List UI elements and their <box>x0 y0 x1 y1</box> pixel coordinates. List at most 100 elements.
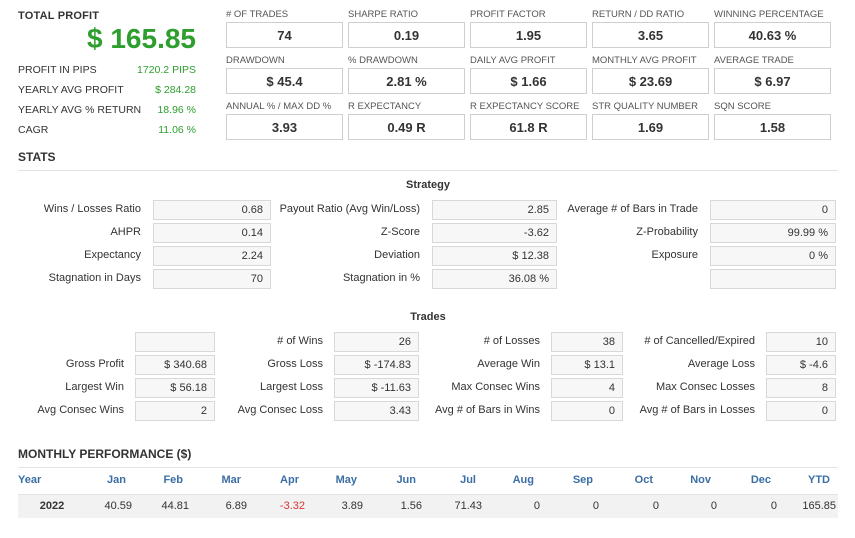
stat-value: 0.68 <box>153 200 271 220</box>
month-header-jul: Jul <box>460 474 476 486</box>
trade-label: # of Cancelled/Expired <box>644 335 755 347</box>
metric-label: DAILY AVG PROFIT <box>470 55 556 66</box>
stat-value: -3.62 <box>432 223 557 243</box>
stat-value: 0 <box>710 200 836 220</box>
trade-value-empty <box>135 332 215 352</box>
metrics-grid: # OF TRADES 74 SHARPE RATIO 0.19 PROFIT FA… <box>226 9 836 147</box>
divider <box>18 170 838 171</box>
trade-value: $ 56.18 <box>135 378 215 398</box>
month-cell-jun: 1.56 <box>400 500 422 512</box>
month-cell-ytd: 165.85 <box>802 500 836 512</box>
metric-return-dd: RETURN / DD RATIO 3.65 <box>592 9 714 55</box>
month-cell-jan: 40.59 <box>104 500 132 512</box>
stat-label: Wins / Losses Ratio <box>43 203 141 215</box>
metric-value: 40.63 % <box>714 22 831 48</box>
metric-value: 74 <box>226 22 343 48</box>
metric-pct-drawdown: % DRAWDOWN 2.81 % <box>348 55 470 101</box>
trade-label: Max Consec Losses <box>655 381 755 393</box>
month-header-sep: Sep <box>572 474 593 486</box>
metric-drawdown: DRAWDOWN $ 45.4 <box>226 55 348 101</box>
month-cell-nov: 0 <box>710 500 717 512</box>
trade-label: Average Win <box>477 358 540 370</box>
stat-value: 70 <box>153 269 271 289</box>
month-header-may: May <box>335 474 357 486</box>
trade-label: Largest Win <box>65 381 124 393</box>
stat-value: $ 12.38 <box>432 246 557 266</box>
month-header-nov: Nov <box>690 474 711 486</box>
metric-label: # OF TRADES <box>226 9 289 20</box>
metric-label: AVERAGE TRADE <box>714 55 794 66</box>
summary-label: YEARLY AVG % RETURN <box>18 104 142 116</box>
metric-label: PROFIT FACTOR <box>470 9 546 20</box>
metric-label: R EXPECTANCY SCORE <box>470 101 580 112</box>
trade-value: 26 <box>334 332 419 352</box>
month-cell-year: 2022 <box>39 500 65 512</box>
stat-value-empty <box>710 269 836 289</box>
summary-label: CAGR <box>18 124 49 136</box>
trade-label: Gross Profit <box>65 358 124 370</box>
summary-row-profit-pips: PROFIT IN PIPS 1720.2 PIPS <box>18 64 196 78</box>
month-header-aug: Aug <box>512 474 534 486</box>
month-cell-mar: 6.89 <box>225 500 247 512</box>
divider <box>18 467 838 468</box>
metric-winning-pct: WINNING PERCENTAGE 40.63 % <box>714 9 836 55</box>
trade-label: Largest Loss <box>260 381 323 393</box>
metric-value: $ 45.4 <box>226 68 343 94</box>
metric-value: $ 23.69 <box>592 68 709 94</box>
month-header-oct: Oct <box>634 474 653 486</box>
trade-label: Avg # of Bars in Wins <box>435 404 540 416</box>
metric-label: WINNING PERCENTAGE <box>714 9 824 20</box>
stat-value: 36.08 % <box>432 269 557 289</box>
metric-label: SQN SCORE <box>714 101 772 112</box>
trade-value: $ -11.63 <box>334 378 419 398</box>
trade-label: Average Loss <box>687 358 755 370</box>
metric-monthly-avg: MONTHLY AVG PROFIT $ 23.69 <box>592 55 714 101</box>
trade-label: # of Wins <box>277 335 323 347</box>
trade-value: 3.43 <box>334 401 419 421</box>
trade-label: Max Consec Wins <box>451 381 540 393</box>
monthly-performance-heading: MONTHLY PERFORMANCE ($) <box>18 447 192 461</box>
metric-value: 3.65 <box>592 22 709 48</box>
metric-daily-avg: DAILY AVG PROFIT $ 1.66 <box>470 55 592 101</box>
month-header-mar: Mar <box>221 474 241 486</box>
total-profit-summary: TOTAL PROFIT $ 165.85 PROFIT IN PIPS 172… <box>18 10 196 138</box>
stat-label: Z-Probability <box>636 226 698 238</box>
trade-value: $ 340.68 <box>135 355 215 375</box>
month-cell-feb: 44.81 <box>161 500 189 512</box>
trade-label: Avg Consec Loss <box>237 404 323 416</box>
metric-r-expectancy-score: R EXPECTANCY SCORE 61.8 R <box>470 101 592 147</box>
trade-label: # of Losses <box>483 335 540 347</box>
stat-label: Payout Ratio (Avg Win/Loss) <box>279 203 420 215</box>
trade-value: 2 <box>135 401 215 421</box>
metric-value: 3.93 <box>226 114 343 140</box>
month-header-year: Year <box>18 474 42 486</box>
metric-value: $ 1.66 <box>470 68 587 94</box>
month-cell-dec: 0 <box>770 500 777 512</box>
summary-row-cagr: CAGR 11.06 % <box>18 124 196 138</box>
metric-annual-max-dd: ANNUAL % / MAX DD % 3.93 <box>226 101 348 147</box>
metric-label: RETURN / DD RATIO <box>592 9 685 20</box>
metric-str-quality: STR QUALITY NUMBER 1.69 <box>592 101 714 147</box>
trade-value: $ -4.6 <box>766 355 836 375</box>
month-cell-may: 3.89 <box>341 500 363 512</box>
metric-label: STR QUALITY NUMBER <box>592 101 698 112</box>
metric-sharpe: SHARPE RATIO 0.19 <box>348 9 470 55</box>
stat-label: Stagnation in Days <box>48 272 141 284</box>
total-profit-label: TOTAL PROFIT <box>18 10 100 22</box>
month-header-apr: Apr <box>280 474 299 486</box>
summary-row-yearly-avg-profit: YEARLY AVG PROFIT $ 284.28 <box>18 84 196 98</box>
trade-value: 38 <box>551 332 623 352</box>
stat-label: Z-Score <box>380 226 420 238</box>
trade-label: Gross Loss <box>267 358 323 370</box>
month-cell-oct: 0 <box>652 500 659 512</box>
month-header-ytd: YTD <box>808 474 830 486</box>
stat-label: AHPR <box>110 226 141 238</box>
metric-label: SHARPE RATIO <box>348 9 419 20</box>
summary-value: 11.06 % <box>158 124 196 136</box>
stat-value: 2.85 <box>432 200 557 220</box>
metric-value: 61.8 R <box>470 114 587 140</box>
metric-label: % DRAWDOWN <box>348 55 418 66</box>
metric-label: R EXPECTANCY <box>348 101 422 112</box>
stat-label: Exposure <box>651 249 698 261</box>
month-header-jun: Jun <box>396 474 416 486</box>
